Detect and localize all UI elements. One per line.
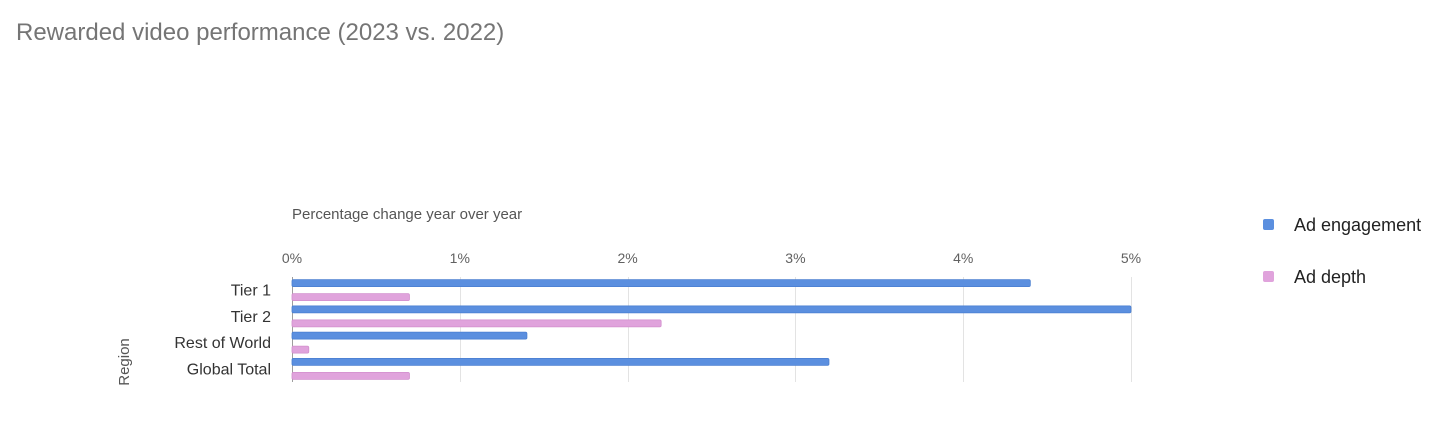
bar-ad-depth <box>291 345 310 354</box>
legend-label-ad-engagement: Ad engagement <box>1294 215 1421 235</box>
gridlines <box>292 277 1132 382</box>
bar-ad-engagement <box>291 279 1031 288</box>
chart-title: Rewarded video performance (2023 vs. 202… <box>16 19 504 46</box>
category-label: Tier 1 <box>231 283 271 300</box>
bar-ad-engagement <box>291 305 1132 314</box>
x-axis-title: Percentage change year over year <box>292 206 522 223</box>
bar-ad-depth <box>291 293 410 302</box>
bar-ad-depth <box>291 371 410 380</box>
bars <box>291 279 1132 380</box>
y-axis-title: Region <box>116 338 133 386</box>
legend-swatch-ad-engagement <box>1263 219 1274 230</box>
legend: Ad engagement Ad depth <box>1263 215 1421 287</box>
x-tick-label: 4% <box>953 250 973 266</box>
x-tick-label: 3% <box>785 250 805 266</box>
x-tick-label: 0% <box>282 250 302 266</box>
x-tick-label: 1% <box>450 250 470 266</box>
bar-ad-engagement <box>291 357 830 366</box>
x-tick-label: 5% <box>1121 250 1141 266</box>
bar-ad-engagement <box>291 331 528 340</box>
x-tick-labels: 0% 1% 2% 3% 4% 5% <box>282 250 1141 266</box>
category-labels: Tier 1 Tier 2 Rest of World Global Total <box>174 283 271 379</box>
x-tick-label: 2% <box>617 250 637 266</box>
bar-ad-depth <box>291 319 662 328</box>
legend-swatch-ad-depth <box>1263 271 1274 282</box>
legend-label-ad-depth: Ad depth <box>1294 267 1366 287</box>
category-label: Tier 2 <box>231 309 271 326</box>
category-label: Rest of World <box>174 335 271 352</box>
category-label: Global Total <box>187 361 271 378</box>
